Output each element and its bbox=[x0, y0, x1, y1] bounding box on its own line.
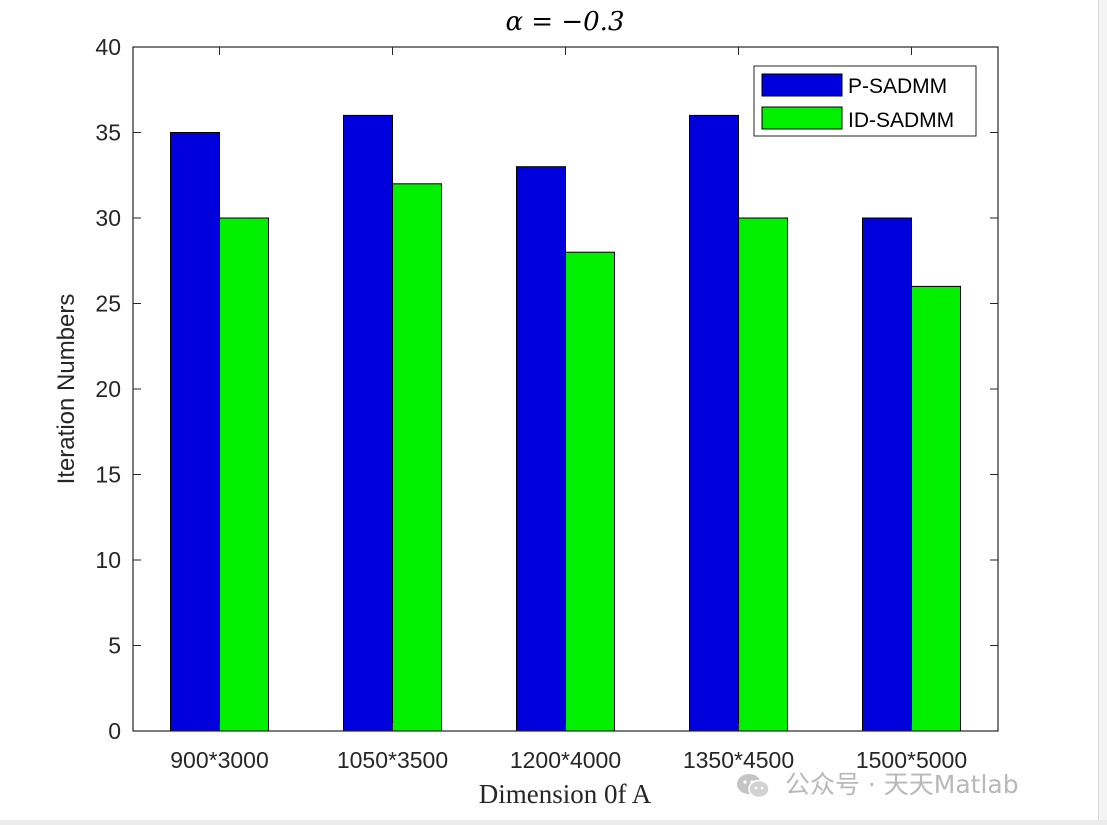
x-tick-label: 900*3000 bbox=[170, 747, 269, 773]
y-tick-label: 25 bbox=[95, 291, 121, 317]
y-tick-label: 15 bbox=[95, 462, 121, 488]
bar-id-sadmm-1 bbox=[392, 183, 442, 732]
y-tick-label: 20 bbox=[95, 376, 121, 402]
x-axis-ticks: 900*3000 1050*3500 1200*4000 1350*4500 1500*… bbox=[170, 47, 967, 773]
bar-p-sadmm-0 bbox=[170, 132, 220, 732]
bar-id-sadmm-4 bbox=[911, 285, 961, 732]
x-tick-label: 1200*4000 bbox=[510, 747, 621, 773]
watermark-text: 公众号 · 天天Matlab bbox=[784, 770, 1019, 799]
bar-p-sadmm-3 bbox=[689, 114, 739, 732]
bar-id-sadmm-0 bbox=[219, 217, 269, 732]
bar-p-sadmm-1 bbox=[343, 114, 393, 732]
y-tick-label: 40 bbox=[95, 34, 121, 60]
legend-swatch-p-sadmm bbox=[761, 73, 843, 97]
x-tick-label: 1050*3500 bbox=[337, 747, 448, 773]
bar-id-sadmm-2 bbox=[565, 251, 615, 732]
y-tick-label: 0 bbox=[108, 718, 121, 744]
bars-layer bbox=[170, 114, 961, 732]
wechat-icon bbox=[737, 774, 770, 799]
watermark: 公众号 · 天天Matlab bbox=[735, 765, 1019, 801]
y-axis-ticks: 0 5 10 15 20 25 30 35 40 bbox=[95, 34, 998, 744]
x-tick-label: 1500*5000 bbox=[856, 747, 967, 773]
y-axis-label: Iteration Numbers bbox=[53, 294, 80, 485]
chart-title: α = −0.3 bbox=[505, 7, 624, 37]
y-tick-label: 10 bbox=[95, 547, 121, 573]
legend: P-SADMM ID-SADMM bbox=[753, 65, 977, 137]
bar-p-sadmm-2 bbox=[516, 166, 566, 732]
legend-label-id-sadmm: ID-SADMM bbox=[848, 109, 954, 132]
window-edge-bottom bbox=[0, 820, 1107, 825]
y-tick-label: 5 bbox=[108, 633, 121, 659]
x-tick-label: 1350*4500 bbox=[683, 747, 794, 773]
y-tick-label: 30 bbox=[95, 205, 121, 231]
bar-id-sadmm-3 bbox=[738, 217, 788, 732]
y-tick-label: 35 bbox=[95, 120, 121, 146]
bar-p-sadmm-4 bbox=[862, 217, 912, 732]
legend-swatch-id-sadmm bbox=[761, 106, 843, 130]
window-edge-right bbox=[1098, 0, 1107, 825]
legend-label-p-sadmm: P-SADMM bbox=[848, 75, 947, 98]
x-axis-label: Dimension 0f A bbox=[479, 779, 652, 809]
axes-box bbox=[132, 46, 999, 732]
